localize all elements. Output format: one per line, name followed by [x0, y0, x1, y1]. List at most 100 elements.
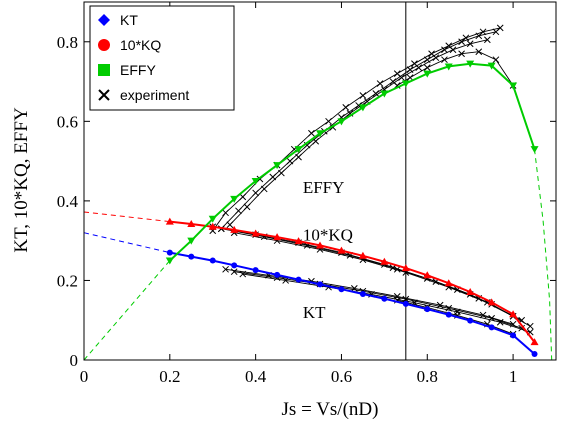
chart-axes-layer: 0 0.2 0.4 0.6 0.8 1 0 0.2 0.4 0.6 0.8 [57, 1, 557, 386]
experiment-run3-kt-point [282, 277, 290, 284]
experiment-run3-kq-point [526, 322, 534, 330]
kt-line [169, 251, 536, 355]
kq-point [337, 246, 346, 254]
experiment-run1-effy-point [376, 80, 384, 87]
effy-point [423, 70, 432, 78]
experiment-run1-effy-line [212, 27, 501, 231]
experiment-run4-effy-point [441, 56, 448, 64]
experiment-run4-effy-point [423, 64, 431, 71]
experiment-run3-effy-point [243, 203, 251, 211]
experiment-run2-effy-line [220, 31, 497, 230]
experiment-run1-effy-point [359, 92, 367, 99]
experiment-run3-effy-point [415, 64, 423, 71]
kt-point [445, 311, 452, 318]
effy-point [487, 62, 496, 70]
curve-annotation: KT [303, 303, 326, 322]
effy-tail-line [534, 149, 553, 361]
experiment-run1-effy-point [308, 129, 315, 137]
kt-point [274, 271, 281, 278]
experiment-run2-effy-point [475, 32, 483, 40]
experiment-run3-effy-point [432, 54, 440, 62]
legend-box [89, 5, 235, 111]
experiment-run2-kt-point [230, 268, 238, 276]
experiment-run1-effy-point [342, 104, 350, 111]
experiment-run4-effy-point [492, 56, 500, 64]
experiment-run3-effy-line [229, 39, 488, 226]
kt-point [209, 257, 216, 264]
experiment-run2-kt-line [234, 271, 522, 329]
kt-point [381, 295, 388, 302]
kq-line [169, 220, 536, 343]
effy-point [251, 178, 260, 185]
effy-point [208, 215, 217, 223]
kt-point [231, 262, 238, 269]
experiment-run3-kt-line [242, 273, 531, 333]
experiment-run3-effy-point [466, 40, 474, 48]
chart-series-layer [83, 24, 553, 361]
x-tick-label: 0 [80, 367, 89, 386]
experiment-run4-effy-point [458, 50, 465, 58]
x-tick-label: 1 [509, 367, 518, 386]
experiment-run3-kt-point [496, 318, 504, 326]
kt-point [402, 300, 409, 307]
legend-marker-square [98, 64, 110, 76]
kt-point [359, 290, 366, 297]
y-tick-label: 0.2 [57, 271, 78, 290]
effy-point [509, 82, 518, 90]
experiment-run2-effy-point [355, 102, 362, 109]
experiment-run3-effy-point [226, 221, 234, 229]
experiment-run4-effy-line [396, 51, 514, 86]
curve-annotation: EFFY [303, 178, 345, 197]
experiment-run2-effy-point [441, 46, 448, 54]
legend-label: experiment [120, 87, 189, 103]
effy-point [401, 80, 410, 88]
kq-point [444, 279, 453, 287]
experiment-run2-effy-point [235, 207, 242, 215]
experiment-run4-kq-point [393, 265, 401, 273]
experiment-run1-effy-point [325, 117, 332, 125]
kt-point [166, 249, 173, 256]
experiment-run2-effy-point [372, 90, 380, 97]
experiment-run2-kq-line [221, 228, 522, 321]
effy-extrapolation-line [83, 260, 171, 361]
experiment-run3-effy-point [449, 46, 457, 54]
kq-point [316, 241, 324, 249]
effy-point [466, 60, 475, 68]
effy-point [273, 162, 282, 170]
kq-point [208, 222, 217, 230]
experiment-run3-effy-point [260, 185, 268, 193]
kq-point [423, 271, 432, 279]
kt-point [252, 267, 259, 274]
x-axis-label: Js = Vs/(nD) [282, 399, 379, 420]
kq-extrapolation-line [83, 211, 170, 223]
kq-point [230, 225, 239, 233]
legend-marker-diamond [98, 14, 110, 26]
experiment-run1-effy-point [239, 193, 247, 201]
effy-point [187, 237, 196, 245]
kt-point [510, 332, 517, 339]
experiment-run3-effy-point [295, 153, 302, 161]
kq-point [509, 310, 518, 318]
effy-point [530, 146, 539, 154]
experiment-run3-kt-point [239, 270, 247, 278]
y-tick-label: 0.4 [57, 192, 79, 211]
kq-point [165, 217, 174, 225]
kt-point [424, 306, 431, 313]
kt-point [317, 281, 323, 288]
effy-point [294, 146, 303, 154]
plot-frame [83, 1, 557, 361]
kq-point [530, 338, 539, 346]
experiment-run3-effy-point [483, 36, 491, 44]
experiment-run3-effy-point [398, 74, 405, 81]
kt-extrapolation-line [83, 232, 170, 254]
x-tick-label: 0.8 [417, 367, 438, 386]
legend-marker-circle [98, 39, 110, 51]
experiment-run4-effy-point [475, 48, 483, 56]
kq-point [251, 229, 260, 237]
experiment-run2-effy-point [492, 28, 500, 36]
y-tick-label: 0.8 [57, 33, 78, 52]
y-axis-label: KT, 10*KQ, EFFY [11, 107, 32, 253]
kt-point [295, 276, 302, 283]
effy-point [380, 90, 389, 98]
